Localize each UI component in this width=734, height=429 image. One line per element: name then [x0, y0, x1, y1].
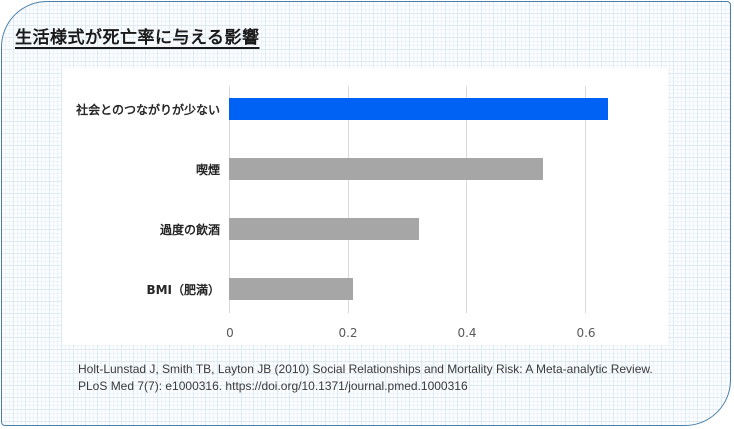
category-label: 喫煙 — [195, 163, 220, 177]
citation-line-1: Holt-Lunstad J, Smith TB, Layton JB (201… — [78, 362, 653, 376]
gridline-0.2 — [348, 86, 349, 313]
x-tick: 0.6 — [576, 326, 596, 340]
gridline-0.6 — [585, 86, 586, 313]
x-tick: 0 — [226, 326, 234, 340]
category-label: 過度の飲酒 — [159, 223, 220, 237]
x-tick: 0.4 — [457, 326, 477, 340]
citation: Holt-Lunstad J, Smith TB, Layton JB (201… — [78, 361, 653, 395]
bar-social-isolation — [229, 98, 608, 120]
category-label: 社会とのつながりが少ない — [76, 103, 220, 117]
chart-title: 生活様式が死亡率に与える影響 — [15, 28, 260, 48]
bar-smoking — [229, 158, 543, 180]
bar-excessive-drinking — [229, 218, 419, 240]
citation-line-2: PLoS Med 7(7): e1000316. https://doi.org… — [78, 379, 468, 393]
gridline-0.4 — [466, 86, 467, 313]
bar-obesity — [229, 278, 353, 300]
x-tick: 0.2 — [338, 326, 358, 340]
gridline-0 — [229, 86, 230, 313]
category-label: BMI（肥満） — [146, 283, 220, 297]
